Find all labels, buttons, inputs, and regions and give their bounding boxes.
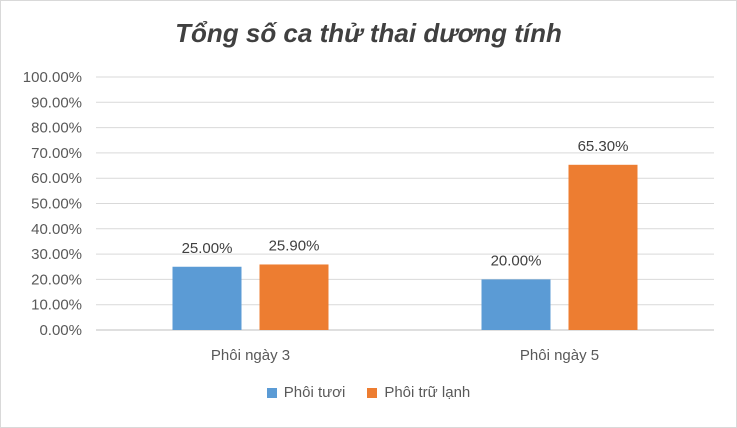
y-tick-label: 100.00% — [23, 69, 82, 86]
y-tick-label: 10.00% — [31, 297, 82, 314]
legend-item: Phôi tươi — [266, 384, 346, 401]
data-label: 25.00% — [182, 240, 233, 257]
y-tick-label: 0.00% — [39, 322, 82, 339]
y-tick-label: 40.00% — [31, 221, 82, 238]
y-tick-label: 70.00% — [31, 145, 82, 162]
x-tick-label: Phôi ngày 3 — [211, 347, 290, 364]
y-tick-label: 50.00% — [31, 196, 82, 213]
y-tick-label: 20.00% — [31, 271, 82, 288]
y-tick-label: 80.00% — [31, 120, 82, 137]
legend-item: Phôi trữ lạnh — [367, 384, 470, 401]
x-tick-label: Phôi ngày 5 — [520, 347, 599, 364]
bar — [481, 279, 551, 330]
data-label: 25.90% — [269, 237, 320, 254]
legend-swatch — [367, 387, 378, 398]
data-label: 20.00% — [491, 252, 542, 269]
legend: Phôi tươi Phôi trữ lạnh — [0, 384, 737, 401]
data-label: 65.30% — [578, 138, 629, 155]
bar — [568, 164, 638, 330]
legend-label: Phôi tươi — [283, 384, 346, 401]
legend-swatch — [266, 387, 277, 398]
y-tick-label: 60.00% — [31, 170, 82, 187]
y-tick-label: 90.00% — [31, 94, 82, 111]
bar — [172, 266, 242, 330]
chart-title: Tổng số ca thử thai dương tính — [175, 18, 562, 48]
bar — [259, 264, 329, 330]
y-tick-label: 30.00% — [31, 246, 82, 263]
legend-label: Phôi trữ lạnh — [384, 384, 471, 401]
